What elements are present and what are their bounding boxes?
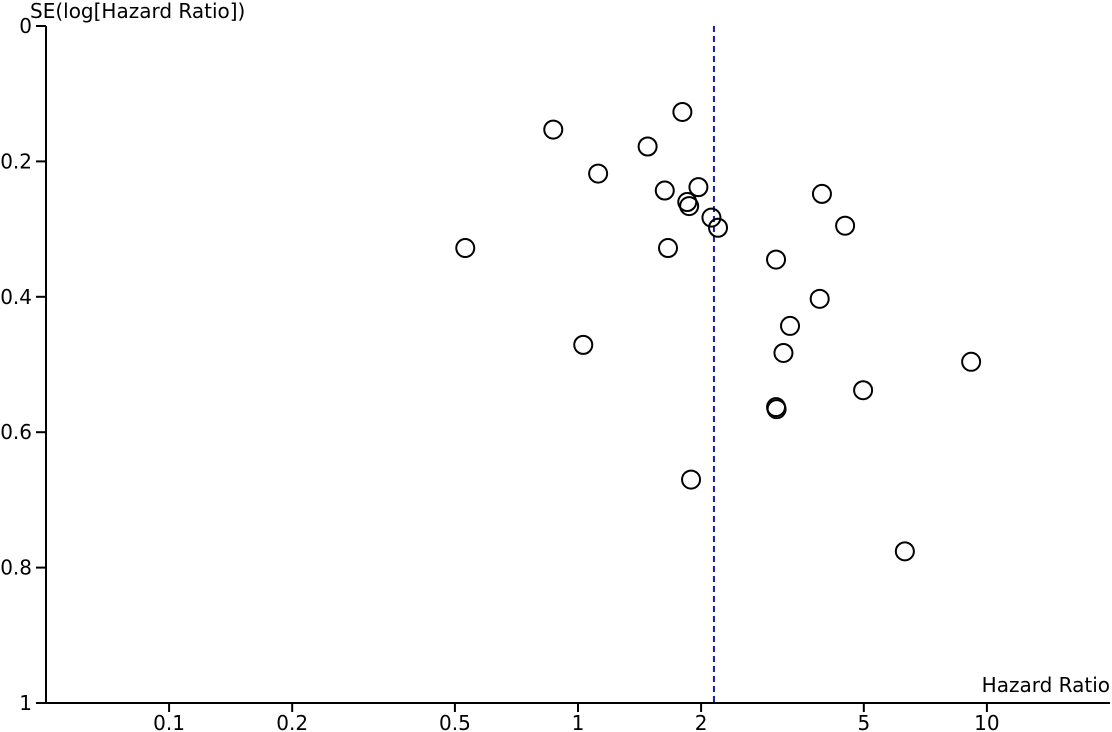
- x-tick-label: 0.5: [439, 711, 471, 732]
- x-tick-label: 1: [572, 711, 585, 732]
- x-tick-label: 0.1: [153, 711, 185, 732]
- y-tick-label: 0.2: [0, 149, 32, 173]
- y-tick-label: 0.6: [0, 420, 32, 444]
- data-point: [835, 215, 856, 236]
- data-point: [811, 183, 832, 204]
- y-tick-label: 1: [19, 691, 32, 715]
- data-point: [588, 163, 609, 184]
- data-point: [708, 217, 729, 238]
- y-axis-label: SE(log[Hazard Ratio]): [30, 0, 245, 23]
- x-axis-label: Hazard Ratio: [982, 673, 1110, 697]
- data-point: [455, 238, 476, 259]
- x-tick-label: 0.2: [276, 711, 308, 732]
- data-point: [654, 180, 675, 201]
- y-tick-label: 0.8: [0, 556, 32, 580]
- data-point: [853, 380, 874, 401]
- data-point: [766, 249, 787, 270]
- points-group: [455, 101, 982, 562]
- data-point: [701, 207, 722, 228]
- data-point: [637, 136, 658, 157]
- y-tick-label: 0.4: [0, 285, 32, 309]
- data-point: [658, 238, 679, 259]
- data-point: [894, 541, 915, 562]
- data-point: [543, 119, 564, 140]
- data-point: [766, 399, 787, 420]
- data-point: [672, 101, 693, 122]
- data-point: [681, 469, 702, 490]
- axes: 0 0.2 0.4 0.6 0.8 1 0.1 0.2 0.5 1 2 5 10: [0, 14, 1110, 732]
- y-tick-label: 0: [19, 14, 32, 38]
- data-point: [773, 342, 794, 363]
- data-point: [780, 315, 801, 336]
- data-point: [679, 196, 700, 217]
- data-point: [573, 334, 594, 355]
- data-point: [688, 177, 709, 198]
- data-point: [961, 351, 982, 372]
- x-tick-label: 2: [695, 711, 708, 732]
- x-tick-label: 5: [857, 711, 870, 732]
- x-tick-label: 10: [974, 711, 999, 732]
- data-point: [809, 288, 830, 309]
